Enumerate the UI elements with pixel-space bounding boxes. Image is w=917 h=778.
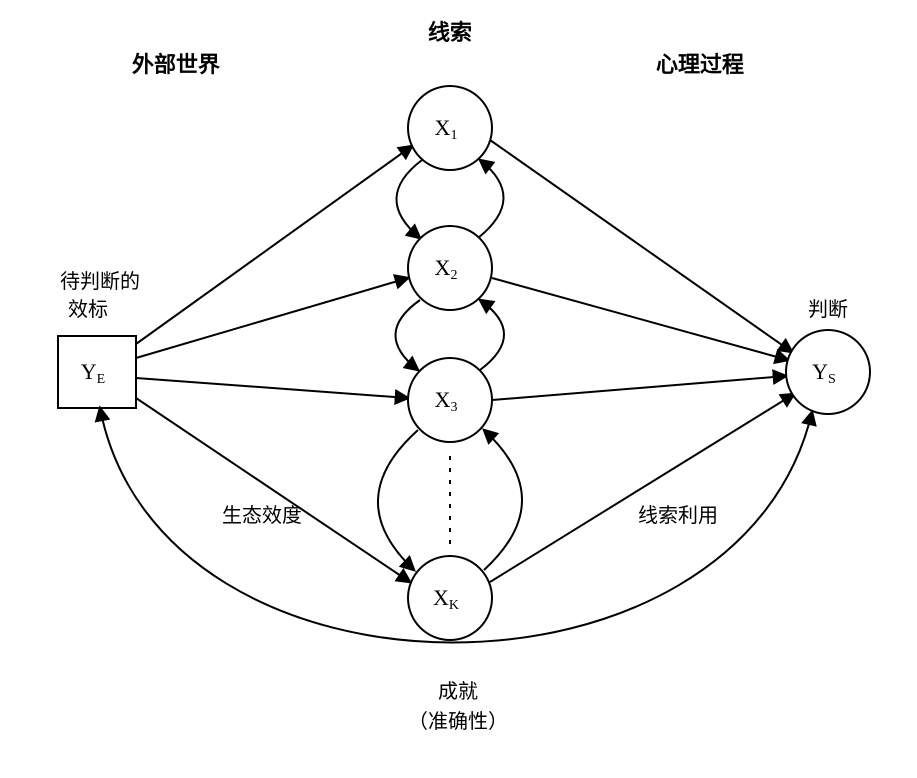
svg-text:YE: YE: [81, 359, 105, 387]
node-X3: X3: [408, 358, 492, 442]
edge-ye-x2: [136, 278, 408, 358]
edge-x1-x2-left: [396, 160, 422, 238]
edge-x2-x3-right: [480, 300, 504, 370]
node-YS: YS: [786, 330, 870, 414]
edge-ye-x3: [136, 378, 408, 398]
node-X1: X1: [408, 86, 492, 170]
label-ecological-validity: 生态效度: [222, 504, 302, 527]
edge-ye-xk: [136, 398, 410, 582]
node-X2: X2: [408, 226, 492, 310]
edge-xk-ys: [490, 394, 794, 582]
label-cues-title: 线索: [428, 20, 472, 45]
edge-x3-ys: [492, 376, 786, 400]
lens-model-diagram: YE YS X1 X2 X3 XK 线索 外部世界 心理过程 待判断的 效标 判断 生态效…: [0, 0, 917, 778]
node-YE: YE: [58, 336, 136, 408]
label-psychological-process: 心理过程: [656, 52, 744, 77]
label-external-world: 外部世界: [132, 52, 220, 77]
label-achievement-line1: 成就: [438, 680, 478, 703]
nodes-group: YE YS X1 X2 X3 XK: [58, 86, 870, 640]
label-criterion-line2: 效标: [68, 298, 108, 321]
label-cue-utilization: 线索利用: [638, 504, 718, 527]
label-criterion-line1: 待判断的: [60, 270, 140, 293]
edge-x3-xk-right: [484, 430, 522, 570]
label-achievement-line2: （准确性）: [408, 710, 508, 733]
edge-ye-x1: [136, 146, 412, 344]
edge-x2-x3-left: [395, 300, 420, 370]
edge-x3-xk-left: [378, 430, 418, 570]
node-XK: XK: [408, 556, 492, 640]
edge-x1-x2-right: [478, 160, 504, 238]
label-judgment: 判断: [808, 298, 848, 321]
